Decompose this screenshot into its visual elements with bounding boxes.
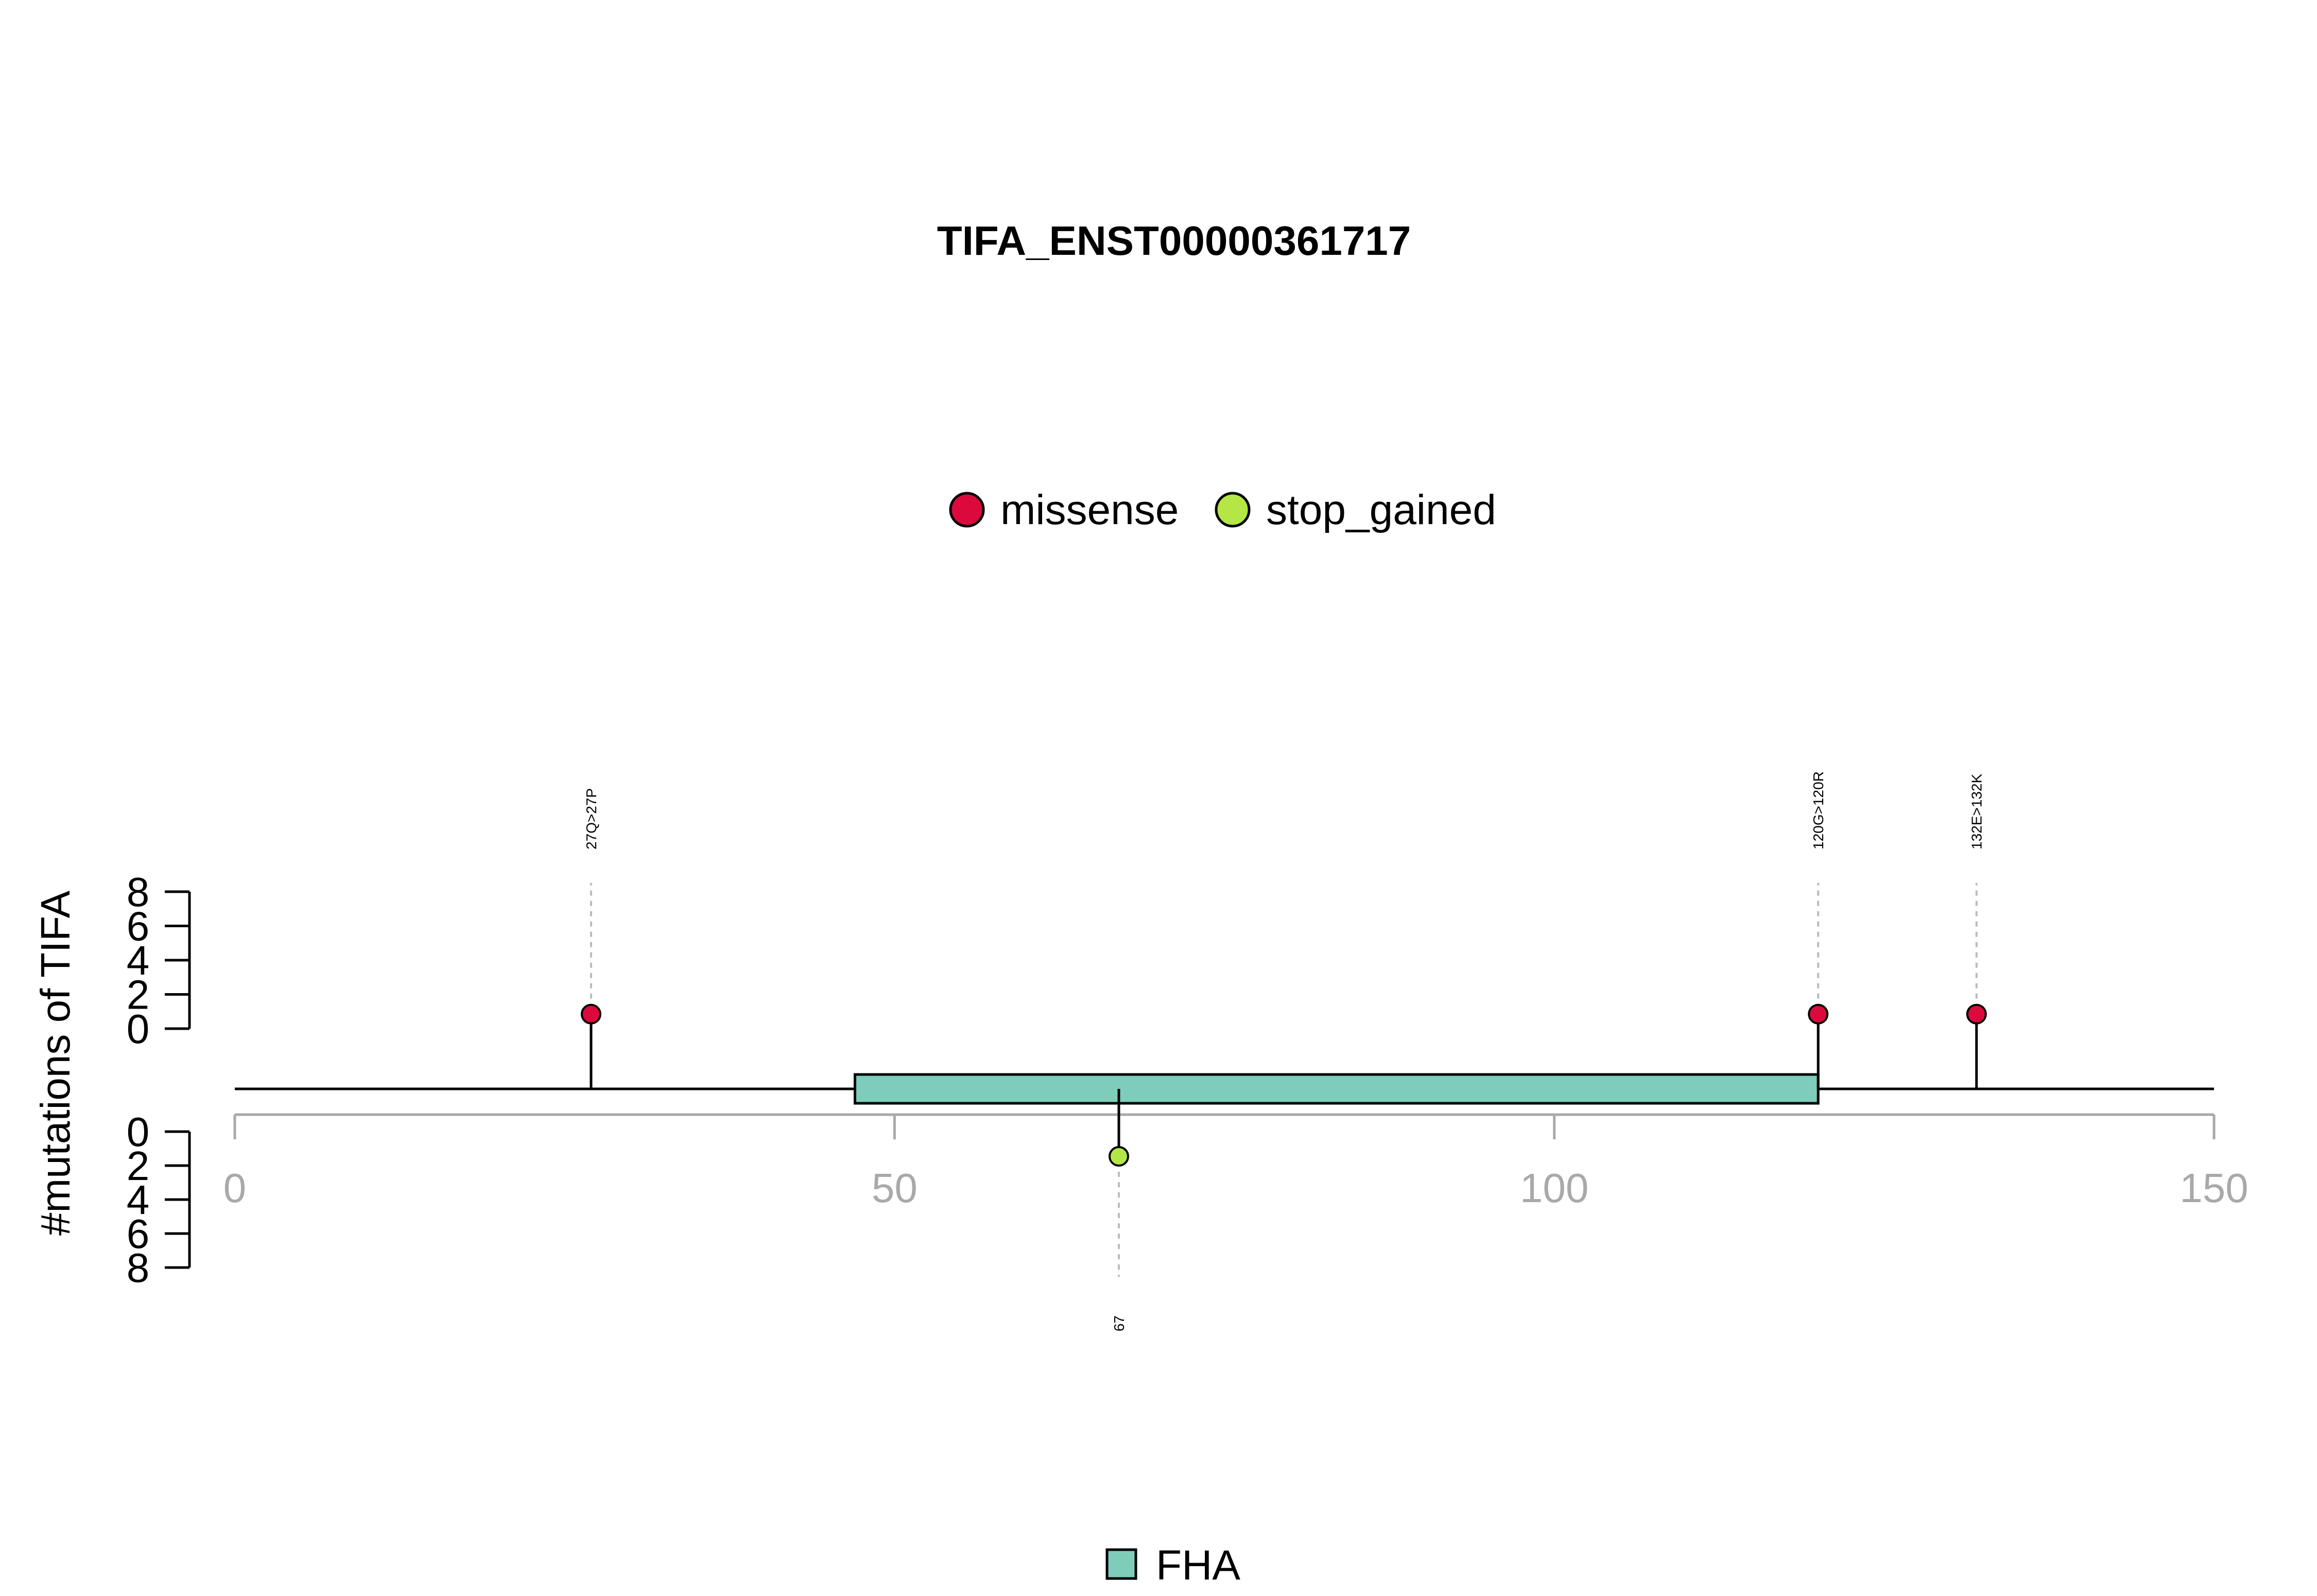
legend-marker-stop_gained — [1215, 492, 1251, 528]
x-tick-label-100: 100 — [1520, 1165, 1588, 1211]
domain-FHA — [853, 1073, 1820, 1105]
y-tick-label-lower-6: 6 — [127, 1211, 150, 1257]
mutation-layer: 27Q>27P 120G>120R 132E>132K 67 — [580, 771, 1987, 1331]
domain-legend: FHA — [1105, 1542, 1240, 1589]
mutation-label-27: 27Q>27P — [583, 788, 599, 849]
y-tick-label-upper-6: 6 — [127, 904, 150, 949]
x-tick-label-150: 150 — [2180, 1165, 2248, 1211]
mutation-head-67 — [1108, 1146, 1129, 1167]
legend-label-stop_gained: stop_gained — [1266, 487, 1496, 533]
legend-marker-missense — [949, 492, 985, 528]
y-tick-label-lower-8: 8 — [127, 1245, 150, 1291]
x-tick-label-50: 50 — [872, 1165, 918, 1211]
y-tick-label-upper-8: 8 — [127, 869, 150, 915]
mutation-label-120: 120G>120R — [1810, 771, 1826, 849]
domain-legend-marker-FHA — [1105, 1548, 1137, 1580]
y-tick-label-lower-4: 4 — [127, 1177, 150, 1223]
y-tick-label-upper-0: 0 — [127, 1006, 150, 1052]
mutation-head-132 — [1966, 1003, 1987, 1025]
legend-label-missense: missense — [1000, 487, 1179, 533]
y-axis-label: #mutations of TIFA — [32, 890, 78, 1236]
mutation-head-27 — [580, 1003, 601, 1025]
y-tick-label-upper-4: 4 — [127, 938, 150, 983]
domain-layer — [853, 1073, 1820, 1105]
mutation-head-120 — [1808, 1003, 1829, 1025]
mutation-label-132: 132E>132K — [1969, 774, 1985, 849]
domain-legend-label-FHA: FHA — [1156, 1542, 1240, 1589]
x-tick-label-0: 0 — [223, 1165, 247, 1211]
y-tick-label-lower-2: 2 — [127, 1143, 150, 1189]
mutation-label-67: 67 — [1111, 1315, 1127, 1331]
y-tick-label-upper-2: 2 — [127, 972, 150, 1018]
chart-title: TIFA_ENST00000361717 — [937, 218, 1411, 264]
y-tick-label-lower-0: 0 — [127, 1109, 150, 1155]
mutation-legend: missense stop_gained — [949, 487, 1496, 533]
x-axis: 0 50 100 150 — [223, 1113, 2249, 1211]
